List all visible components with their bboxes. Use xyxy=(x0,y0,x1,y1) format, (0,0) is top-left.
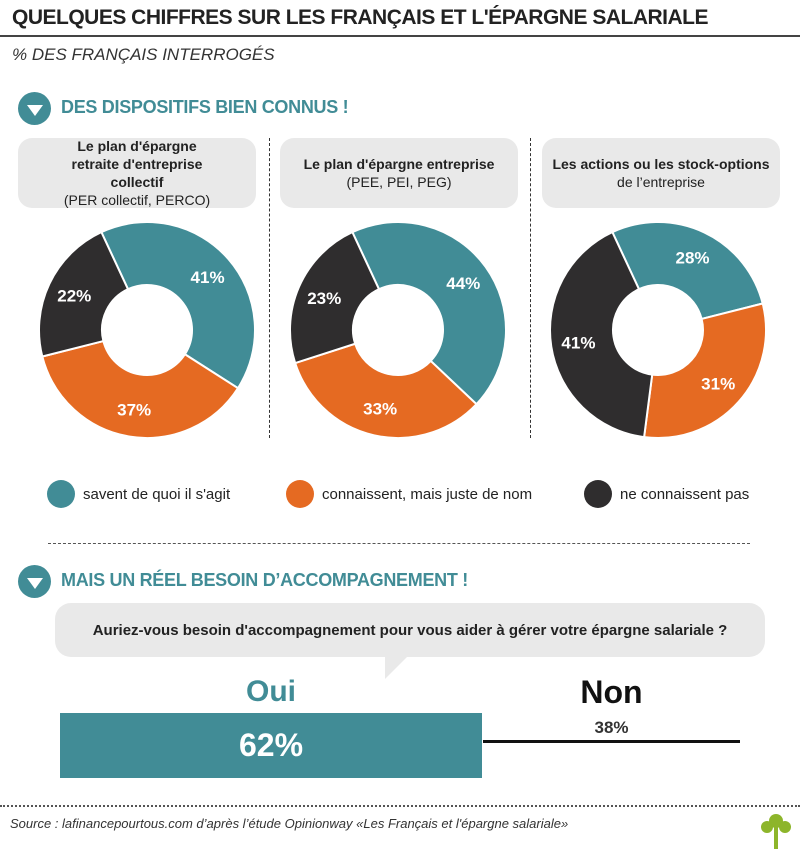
legend-label: connaissent, mais juste de nom xyxy=(322,485,533,503)
donut-slice xyxy=(100,221,256,390)
donut-title-bold: Le plan d'épargne entreprise xyxy=(303,156,495,172)
legend-swatch-dark xyxy=(584,480,612,508)
donut-slice xyxy=(38,230,130,358)
column-divider xyxy=(269,138,270,438)
legend-item: connaissent, mais juste de nom xyxy=(286,480,532,508)
donut-title-bold: Le plan d'épargne retraite d'entreprise … xyxy=(71,138,203,190)
subtitle: % DES FRANÇAIS INTERROGÉS xyxy=(12,45,275,64)
donut-data-label: 41% xyxy=(561,333,595,352)
donut-slice xyxy=(549,230,654,439)
donut-title-sub: (PEE, PEI, PEG) xyxy=(346,174,452,190)
donut-slice xyxy=(289,230,381,365)
page-title: QUELQUES CHIFFRES SUR LES FRANÇAIS ET L'… xyxy=(12,6,708,29)
chevron-down-icon xyxy=(18,92,51,125)
footer-divider xyxy=(0,805,800,807)
donut-title-3: Les actions ou les stock-options de l’ent… xyxy=(542,138,780,208)
donut-data-label: 44% xyxy=(446,274,480,293)
donut-title-bold: Les actions ou les stock-options xyxy=(552,156,770,172)
oui-bar: 62% xyxy=(60,713,482,778)
donut-data-label: 28% xyxy=(676,248,710,267)
donut-title-2: Le plan d'épargne entreprise (PEE, PEI, P… xyxy=(280,138,518,208)
legend-item: ne connaissent pas xyxy=(584,480,749,508)
oui-label: Oui xyxy=(246,675,296,708)
donut-data-label: 33% xyxy=(363,399,397,418)
legend-swatch-teal xyxy=(47,480,75,508)
donut-title-1: Le plan d'épargne retraite d'entreprise … xyxy=(18,138,256,208)
column-divider xyxy=(530,138,531,438)
legend-swatch-orange xyxy=(286,480,314,508)
tree-logo-icon xyxy=(761,814,791,849)
chevron-down-icon xyxy=(18,565,51,598)
legend-label: savent de quoi il s'agit xyxy=(83,485,231,503)
donut-data-label: 41% xyxy=(191,268,225,287)
non-label: Non xyxy=(580,674,643,710)
title-divider xyxy=(0,35,800,37)
donut-slice xyxy=(611,221,764,321)
donut-title-sub: de l’entreprise xyxy=(617,174,705,190)
legend-label: ne connaissent pas xyxy=(620,485,750,503)
legend-item: savent de quoi il s'agit xyxy=(47,480,230,508)
section-title-1: DES DISPOSITIFS BIEN CONNUS ! xyxy=(61,97,349,117)
section-title-2: MAIS UN RÉEL BESOIN D’ACCOMPAGNEMENT ! xyxy=(61,570,468,590)
oui-value: 62% xyxy=(238,727,304,763)
donut-data-label: 37% xyxy=(117,400,151,419)
donut-charts: 41% 37% 22% 44% 33% 23% 28% 31% 41% xyxy=(38,221,767,439)
non-value: 38% xyxy=(594,718,629,737)
donut-slice xyxy=(351,221,507,406)
section-divider xyxy=(48,543,750,544)
source-note: Source : lafinancepourtous.com d’après l… xyxy=(10,816,569,831)
donut-title-sub: (PER collectif, PERCO) xyxy=(63,192,211,208)
non-bar xyxy=(483,740,740,743)
question-bubble: Auriez-vous besoin d'accompagnement pour… xyxy=(55,603,765,657)
donut-slice xyxy=(41,339,240,439)
donut-slice xyxy=(642,302,767,439)
donut-slice xyxy=(293,342,478,439)
bubble-tail xyxy=(385,657,407,679)
donut-data-label: 22% xyxy=(57,286,91,305)
donut-data-label: 31% xyxy=(701,374,735,393)
donut-data-label: 23% xyxy=(307,289,341,308)
